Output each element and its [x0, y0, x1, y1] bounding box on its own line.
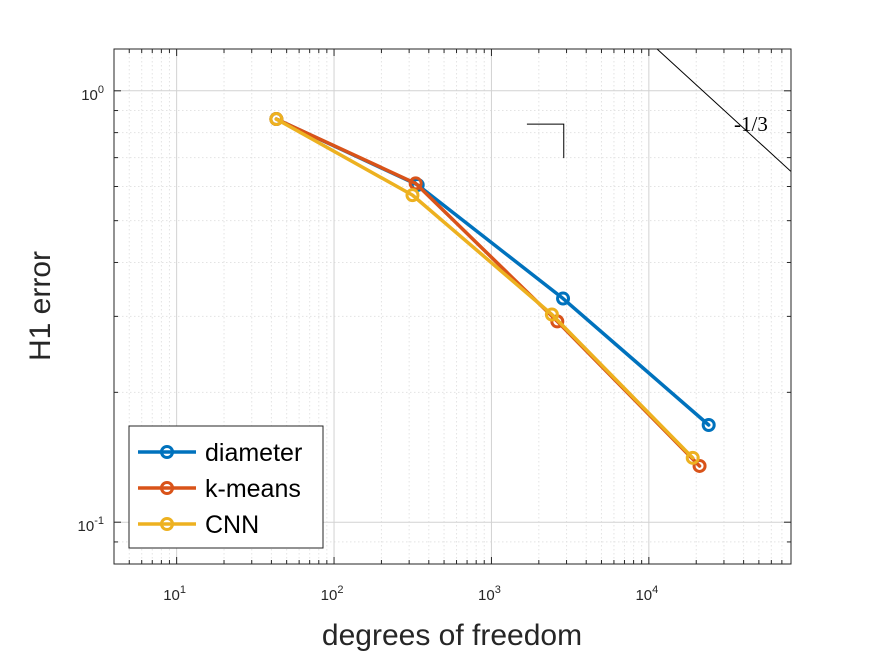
legend-marker-k-means: [160, 481, 174, 495]
y-tick-label: 10-1: [78, 515, 104, 535]
x-tick-label: 101: [163, 584, 186, 604]
x-tick-label: 103: [478, 584, 501, 604]
legend-marker-diameter: [160, 445, 174, 459]
series-line-CNN: [274, 117, 695, 460]
y-tick-label: 100: [81, 84, 104, 104]
plot-frame: [113, 48, 792, 565]
legend-marker-CNN: [160, 517, 174, 531]
reference-slope-line: [656, 49, 791, 172]
legend-label-diameter: diameter: [205, 439, 302, 467]
data-point-CNN: [544, 307, 559, 322]
data-point-CNN: [269, 112, 284, 127]
data-point-diameter: [556, 291, 571, 306]
data-point-CNN: [405, 188, 420, 203]
x-tick-label: 104: [635, 584, 658, 604]
legend: diameter k-means CNN: [128, 425, 324, 549]
y-axis-title: H1 error: [24, 251, 57, 361]
series-group: [269, 112, 716, 473]
data-point-k-means: [692, 458, 707, 473]
data-point-diameter: [701, 417, 716, 432]
x-tick-labels: 101 102 103 104: [163, 584, 658, 604]
major-grid: [114, 49, 791, 564]
slope-triangle: [526, 123, 565, 159]
y-tick-labels: 10-1 100: [78, 84, 104, 535]
slope-label: -1/3: [734, 112, 768, 136]
x-axis-title: degrees of freedom: [322, 619, 582, 652]
x-tick-label: 102: [321, 584, 344, 604]
minor-grid: [113, 49, 792, 565]
data-point-CNN: [685, 450, 700, 465]
legend-entries: diameter k-means CNN: [138, 439, 302, 539]
reference-slope-group: [526, 49, 791, 172]
legend-label-CNN: CNN: [205, 511, 259, 539]
legend-label-k-means: k-means: [205, 475, 301, 503]
axis-ticks: [113, 49, 792, 565]
